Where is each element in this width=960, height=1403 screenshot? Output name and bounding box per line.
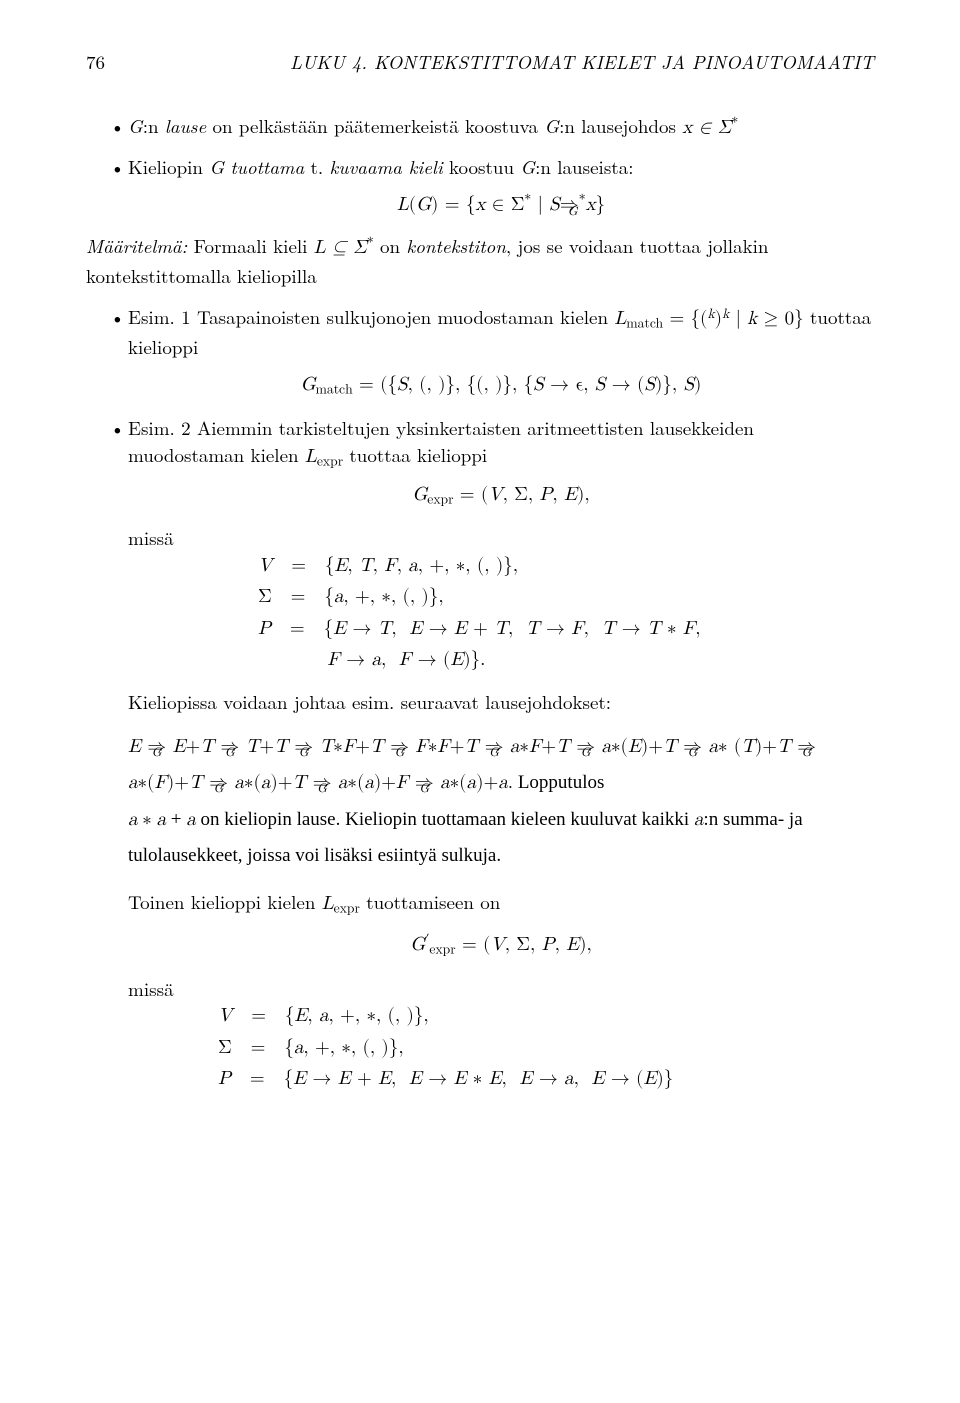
text: :n bbox=[143, 112, 165, 139]
eq-line: V = {E, T, F, a, +, ∗, (, )}, bbox=[258, 552, 874, 580]
where-block-1: V = {E, T, F, a, +, ∗, (, )}, Σ = {a, +,… bbox=[258, 552, 874, 674]
display-eq-1: L(G) = {x ∈ Σ* | S⇒*Gx} bbox=[128, 191, 874, 219]
text: tuottamiseen on bbox=[366, 888, 500, 915]
derivation-intro: Kieliopissa voidaan johtaa esim. seuraav… bbox=[128, 688, 874, 716]
display-eq-3: Gexpr = (V, Σ, P, E), bbox=[128, 481, 874, 510]
math: expr bbox=[317, 451, 343, 470]
text: on pelkästään päätemerkeistä koostuva bbox=[213, 112, 545, 139]
math: G bbox=[520, 153, 535, 180]
definition-paragraph: Määritelmä: Formaali kieli L ⊆ Σ* on kon… bbox=[86, 232, 874, 289]
eq-line: V = {E, a, +, ∗, (, )}, bbox=[218, 1002, 874, 1030]
eq-line: P = {E → T, E → E + T, T → F, T → T ∗ F, bbox=[258, 615, 874, 643]
eq-line: P = {E → E + E, E → E ∗ E, E → a, E → (E… bbox=[218, 1065, 874, 1093]
text: :n lauseista: bbox=[535, 153, 633, 180]
where-label-2: missä bbox=[128, 975, 874, 1003]
text: t. bbox=[310, 153, 329, 180]
math: L bbox=[614, 309, 626, 328]
text: tuottaa kielioppi bbox=[349, 441, 487, 468]
math: * bbox=[367, 236, 374, 250]
display-eq-2: Gmatch = ({S, (, )}, {(, )}, {S → ϵ, S →… bbox=[128, 371, 874, 400]
bullet-item-2: Kieliopin G tuottama t. kuvaama kieli ko… bbox=[110, 153, 874, 218]
eq-line: Σ = {a, +, ∗, (, )}, bbox=[258, 583, 874, 611]
eq-line: Σ = {a, +, ∗, (, )}, bbox=[218, 1034, 874, 1062]
math: L bbox=[305, 447, 317, 466]
text: G bbox=[128, 112, 143, 139]
math: L bbox=[322, 894, 334, 913]
text: lause bbox=[165, 112, 206, 139]
text: Kieliopin bbox=[128, 153, 209, 180]
text: Formaali kieli bbox=[194, 232, 314, 259]
example-2: Esim. 2 Aiemmin tarkisteltujen yksinkert… bbox=[110, 414, 874, 1093]
math: G bbox=[209, 153, 224, 180]
page-number: 76 bbox=[86, 48, 105, 76]
math: * bbox=[731, 115, 738, 129]
page: 76 LUKU 4. KONTEKSTITTOMAT KIELET JA PIN… bbox=[0, 0, 960, 1403]
text: G bbox=[544, 112, 559, 139]
text: koostuu bbox=[449, 153, 520, 180]
second-grammar-intro: Toinen kielioppi kielen Lexpr tuottamise… bbox=[128, 888, 874, 918]
text: tuottama bbox=[230, 153, 304, 180]
text: Toinen kielioppi kielen bbox=[128, 888, 322, 915]
derivation: E ⇒G E+T ⇒G T+T ⇒G T∗F+T ⇒G F∗F+T ⇒G a∗F… bbox=[128, 729, 874, 873]
math: L ⊆ Σ bbox=[314, 238, 367, 257]
chapter-title: LUKU 4. KONTEKSTITTOMAT KIELET JA PINOAU… bbox=[290, 48, 874, 76]
text: :n lausejohdos bbox=[559, 112, 682, 139]
math: match bbox=[626, 313, 663, 332]
text: on bbox=[380, 232, 406, 259]
where-label-1: missä bbox=[128, 524, 874, 552]
bullet-list-1: G:n lause on pelkästään päätemerkeistä k… bbox=[86, 112, 874, 219]
math: = {(k)k | k ≥ 0} bbox=[669, 309, 803, 328]
bullet-item-1: G:n lause on pelkästään päätemerkeistä k… bbox=[110, 112, 874, 142]
bullet-list-2: Esim. 1 Tasapainoisten sulkujonojen muod… bbox=[86, 303, 874, 1092]
where-block-2: V = {E, a, +, ∗, (, )}, Σ = {a, +, ∗, (,… bbox=[218, 1002, 874, 1093]
text: Määritelmä: bbox=[86, 232, 187, 259]
example-1: Esim. 1 Tasapainoisten sulkujonojen muod… bbox=[110, 303, 874, 399]
eq-line: F → a, F → (E)}. bbox=[258, 646, 874, 674]
page-header: 76 LUKU 4. KONTEKSTITTOMAT KIELET JA PIN… bbox=[86, 48, 874, 76]
text: Esim. 1 Tasapainoisten sulkujonojen muod… bbox=[128, 303, 614, 330]
text: kuvaama kieli bbox=[330, 153, 443, 180]
math: expr bbox=[334, 897, 360, 916]
text: kontekstiton bbox=[406, 232, 506, 259]
math: x ∈ Σ bbox=[682, 118, 731, 137]
display-eq-4: G′expr = (V, Σ, P, E), bbox=[128, 931, 874, 960]
